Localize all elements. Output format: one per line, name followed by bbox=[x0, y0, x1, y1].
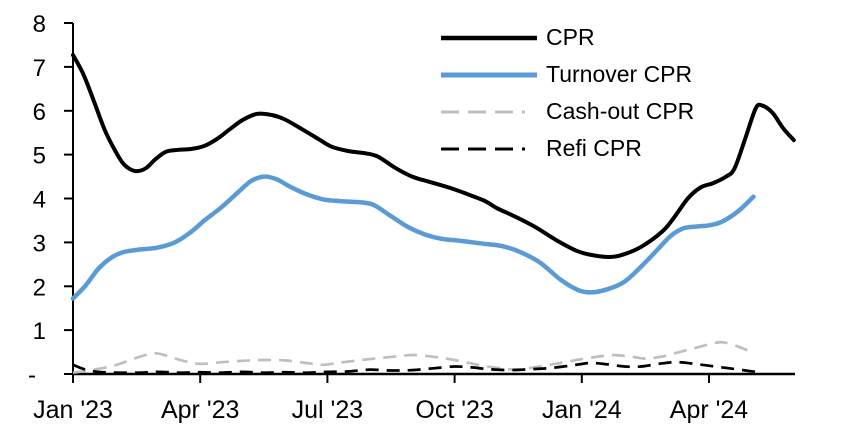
y-tick-label: 4 bbox=[33, 187, 46, 214]
legend-item-turnover-cpr: Turnover CPR bbox=[441, 56, 694, 93]
x-tick-label: Jan '24 bbox=[542, 396, 622, 424]
x-tick-label: Jan '23 bbox=[33, 396, 113, 424]
legend-swatch-cpr-line bbox=[441, 35, 537, 40]
y-tick-label: 1 bbox=[33, 318, 46, 345]
y-tick-label: 3 bbox=[33, 230, 46, 257]
y-tick-label: 5 bbox=[33, 143, 46, 170]
legend-label-cash-out-cpr: Cash-out CPR bbox=[546, 98, 695, 124]
x-tick-label: Apr '23 bbox=[161, 396, 239, 424]
legend-swatch-turnover-cpr-line bbox=[441, 72, 537, 77]
legend-item-cpr: CPR bbox=[441, 19, 694, 56]
legend-swatch-cash-out-cpr-dashed-line bbox=[441, 110, 537, 113]
y-tick-label: - bbox=[28, 362, 36, 389]
y-tick-label: 2 bbox=[33, 274, 46, 301]
y-tick-label: 6 bbox=[33, 99, 46, 126]
legend-item-refi-cpr: Refi CPR bbox=[441, 130, 694, 167]
series-line-refi-cpr bbox=[72, 360, 756, 375]
y-tick-label: 7 bbox=[33, 55, 46, 82]
legend-swatch-refi-cpr-dashed-line bbox=[441, 147, 537, 150]
x-tick-label: Oct '23 bbox=[415, 396, 493, 424]
x-tick-label: Apr '24 bbox=[670, 396, 749, 424]
x-tick-label: Jul '23 bbox=[292, 396, 363, 424]
series-line-turnover-cpr bbox=[70, 174, 756, 301]
legend-label-refi-cpr: Refi CPR bbox=[546, 135, 642, 161]
y-tick-label: 8 bbox=[33, 11, 46, 38]
legend-item-cash-out-cpr: Cash-out CPR bbox=[441, 93, 694, 130]
legend-label-turnover-cpr: Turnover CPR bbox=[546, 61, 693, 87]
series-line-cash-out-cpr bbox=[72, 340, 752, 375]
legend-label-cpr: CPR bbox=[546, 24, 595, 50]
legend: CPR Turnover CPR Cash-out CPR Refi CPR bbox=[441, 19, 694, 167]
series-line-cpr bbox=[71, 53, 796, 259]
